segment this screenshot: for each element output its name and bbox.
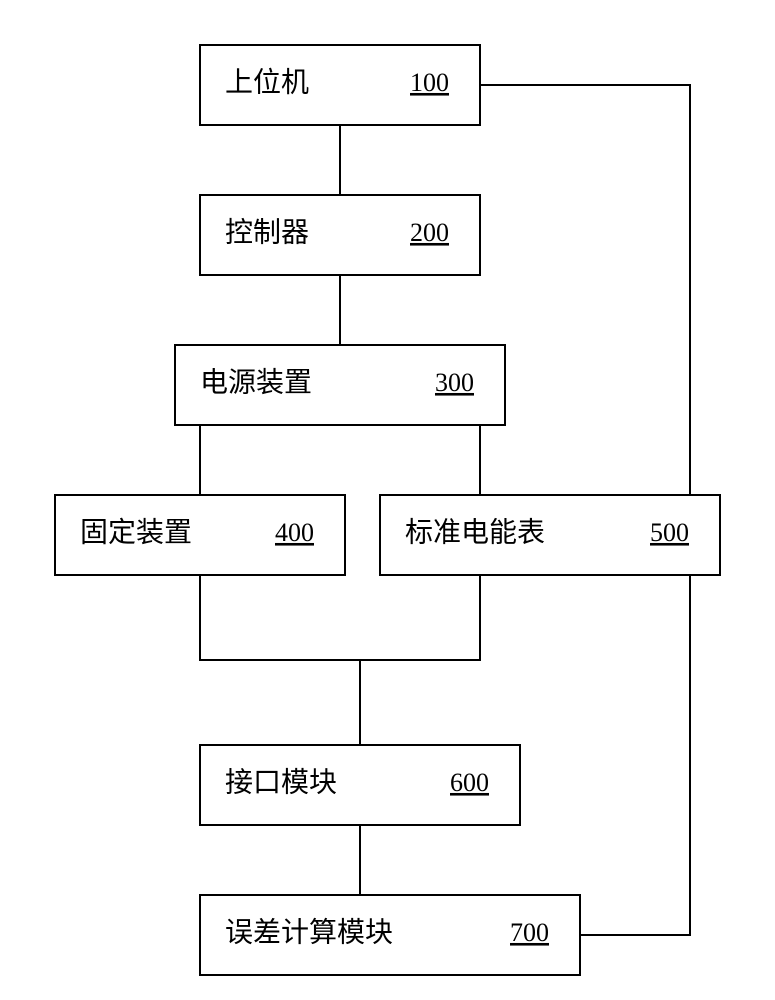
flowchart-canvas: 上位机 100 控制器 200 电源装置 300 固定装置 400 标准电能表 500 接口模块 60…	[0, 0, 775, 1000]
node-number: 400	[275, 518, 314, 547]
node-number: 200	[410, 218, 449, 247]
node-n700: 误差计算模块 700	[200, 895, 580, 975]
node-number: 500	[650, 518, 689, 547]
node-label: 控制器	[225, 216, 309, 248]
connector	[360, 575, 480, 660]
node-label: 电源装置	[200, 366, 312, 398]
node-number: 700	[510, 918, 549, 947]
node-label: 上位机	[225, 66, 309, 98]
node-label: 接口模块	[225, 766, 337, 798]
node-number: 300	[435, 368, 474, 397]
node-n200: 控制器 200	[200, 195, 480, 275]
node-n100: 上位机 100	[200, 45, 480, 125]
node-label: 误差计算模块	[225, 916, 393, 948]
node-number: 100	[410, 68, 449, 97]
node-n400: 固定装置 400	[55, 495, 345, 575]
node-n300: 电源装置 300	[175, 345, 505, 425]
node-n500: 标准电能表 500	[380, 495, 720, 575]
node-label: 标准电能表	[405, 516, 545, 548]
connector	[200, 575, 360, 745]
node-number: 600	[450, 768, 489, 797]
node-label: 固定装置	[80, 516, 192, 548]
node-n600: 接口模块 600	[200, 745, 520, 825]
